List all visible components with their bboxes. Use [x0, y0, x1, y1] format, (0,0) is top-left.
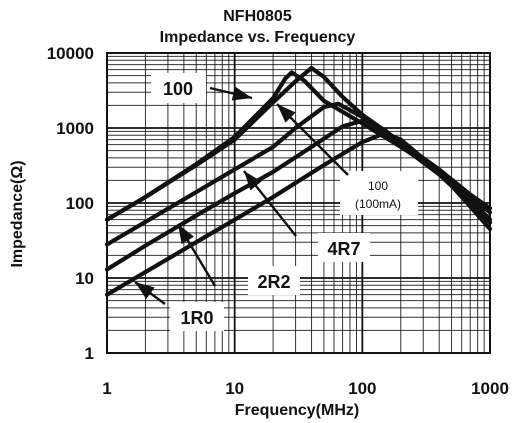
- annotation-box-5: [170, 302, 224, 331]
- arrow-100: [209, 86, 253, 101]
- arrow-2r2: [176, 223, 217, 287]
- y-tick-label: 1000: [56, 119, 94, 138]
- annotation-2r2: 2R2: [257, 272, 290, 292]
- x-axis-label: Frequency(MHz): [235, 402, 359, 419]
- y-tick-label: 10000: [47, 44, 94, 63]
- x-tick-label: 1: [102, 379, 111, 398]
- y-tick-label: 100: [66, 194, 94, 213]
- y-tick-label: 1: [85, 344, 94, 363]
- annotation-100-100ma-line-2: (100mA): [355, 197, 401, 211]
- y-tick-label: 10: [75, 269, 94, 288]
- annotation-box-3: [318, 233, 370, 262]
- arrow-4r7: [243, 170, 297, 237]
- series-line-1r0: [104, 131, 493, 297]
- x-tick-label: 1000: [471, 379, 509, 398]
- annotation-box-2: [340, 171, 418, 215]
- arrow-100-100ma: [276, 103, 349, 176]
- chart-title: NFH0805: [223, 8, 292, 25]
- annotation-4r7: 4R7: [327, 239, 360, 259]
- annotation-box-4: [248, 266, 300, 295]
- x-tick-label: 10: [225, 379, 244, 398]
- annotation-box-1: [151, 73, 206, 103]
- chart-subtitle: Impedance vs. Frequency: [160, 29, 356, 46]
- plot-border: [106, 52, 491, 354]
- annotation-100: 100: [163, 79, 193, 99]
- annotation-100-100ma-line-1: 100: [368, 179, 388, 193]
- arrow-1r0: [134, 281, 166, 305]
- x-tick-label: 100: [348, 379, 376, 398]
- y-axis-label: Impedance(Ω): [9, 160, 26, 267]
- annotation-1r0: 1R0: [180, 308, 213, 328]
